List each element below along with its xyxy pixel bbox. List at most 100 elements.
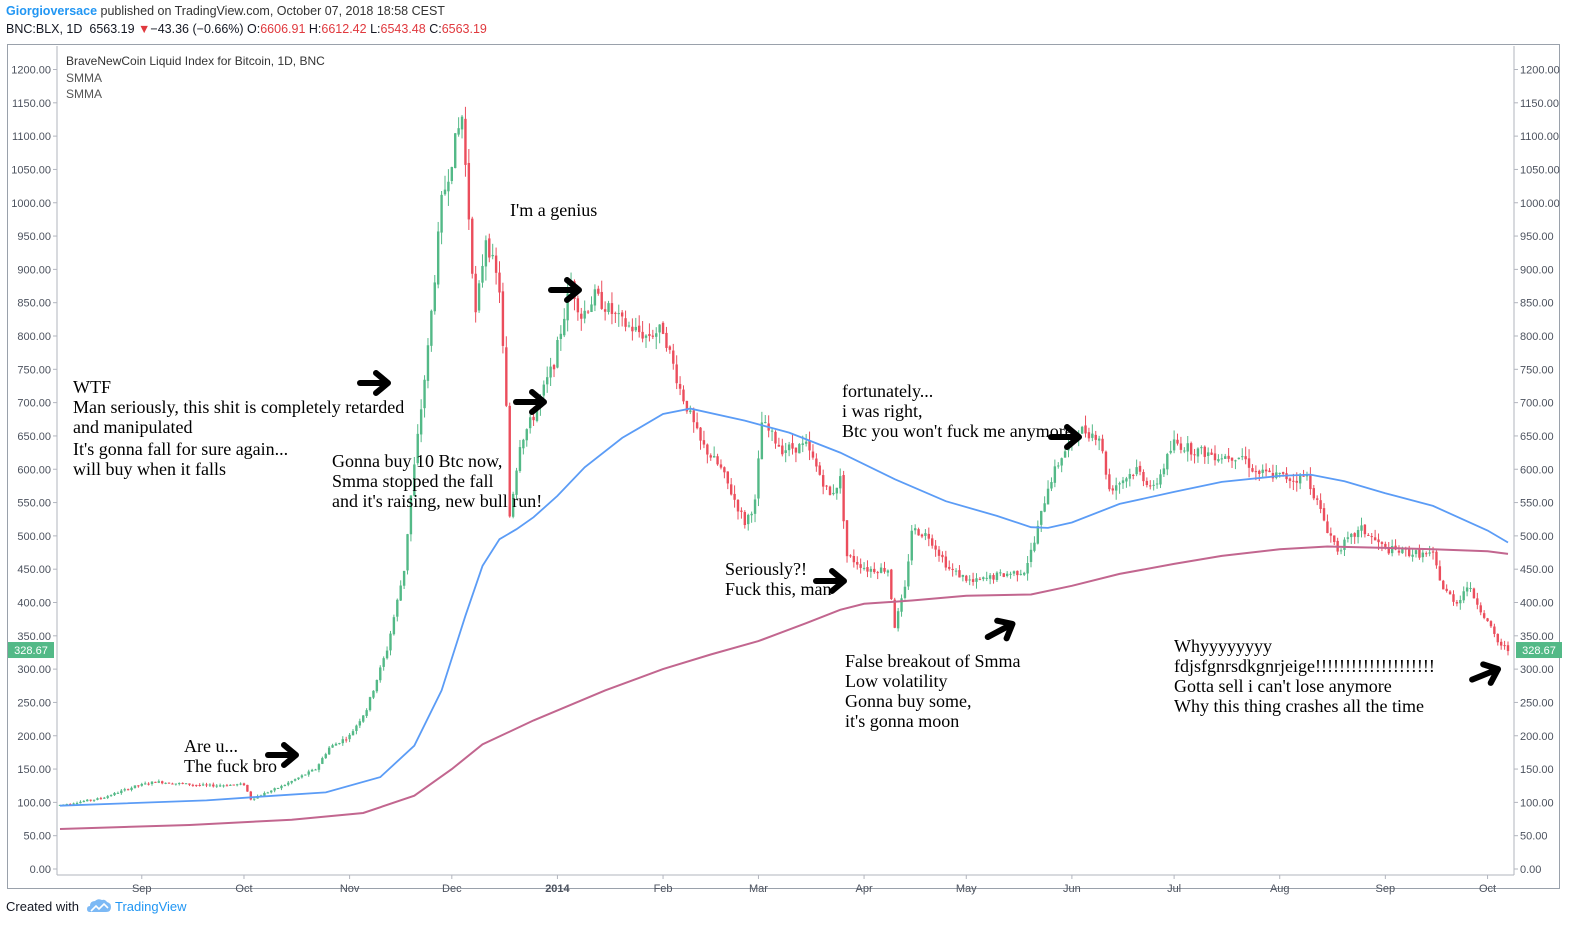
candle-body xyxy=(1333,535,1336,542)
candle-body xyxy=(1121,480,1125,484)
candle-body xyxy=(1203,446,1206,457)
y-tick-right: 200.00 xyxy=(1520,731,1554,743)
candle-body xyxy=(1414,550,1418,555)
candle-body xyxy=(1288,478,1292,481)
candle-body xyxy=(120,790,123,794)
candle-body xyxy=(212,784,215,787)
y-tick-left: 250.00 xyxy=(17,697,51,709)
candle-body xyxy=(699,427,702,441)
candle-body xyxy=(494,255,498,273)
candle-body xyxy=(583,310,586,319)
candle-body xyxy=(1472,588,1476,599)
candle-body xyxy=(931,538,934,546)
candle-body xyxy=(757,458,760,499)
y-tick-right: 1050.00 xyxy=(1520,164,1560,176)
candle-body xyxy=(1142,471,1145,482)
y-tick-right: 750.00 xyxy=(1520,364,1554,376)
candle-body xyxy=(317,764,321,770)
candle-body xyxy=(842,475,845,522)
candle-body xyxy=(624,318,627,327)
candle-body xyxy=(675,364,678,384)
x-tick-label: May xyxy=(956,883,977,895)
candle-body xyxy=(1149,485,1152,487)
candle-body xyxy=(1091,433,1094,438)
candle-body xyxy=(433,282,436,312)
tradingview-brand-link[interactable]: TradingView xyxy=(115,899,187,914)
candle-body xyxy=(982,577,985,580)
y-tick-right: 250.00 xyxy=(1520,697,1554,709)
candle-body xyxy=(96,798,99,800)
candle-body xyxy=(1486,618,1489,622)
candle-body xyxy=(488,238,491,258)
candle-body xyxy=(685,400,689,412)
candle-body xyxy=(379,667,382,681)
candle-body xyxy=(784,450,787,453)
low-label: L: xyxy=(370,22,381,36)
candle-body xyxy=(143,783,147,785)
candle-body xyxy=(552,365,556,370)
close-label: C: xyxy=(429,22,442,36)
y-tick-left: 450.00 xyxy=(17,564,51,576)
y-tick-right: 800.00 xyxy=(1520,331,1554,343)
candle-body xyxy=(682,389,685,402)
candle-body xyxy=(706,444,709,455)
candle-body xyxy=(1200,447,1203,449)
y-tick-right: 550.00 xyxy=(1520,498,1554,510)
legend-smma-2[interactable]: SMMA xyxy=(66,87,102,101)
candle-body xyxy=(334,743,338,746)
y-tick-right: 450.00 xyxy=(1520,564,1554,576)
candle-body xyxy=(1234,460,1237,462)
candle-body xyxy=(1016,570,1019,576)
candle-body xyxy=(300,775,304,778)
tradingview-cloud-icon[interactable] xyxy=(87,898,111,914)
axes: 0.00 0.00 50.00 50.00 100.00 100.00 150.00 150.… xyxy=(11,46,1560,895)
candle-body xyxy=(344,739,348,741)
author-link[interactable]: Giorgioversace xyxy=(6,4,98,18)
candle-body xyxy=(1377,539,1380,543)
x-tick-label: Nov xyxy=(340,883,360,895)
candle-body xyxy=(542,384,546,396)
y-tick-right: 50.00 xyxy=(1520,831,1548,843)
candle-body xyxy=(235,784,239,786)
candle-body xyxy=(304,774,307,776)
candle-body xyxy=(1196,448,1200,457)
legend-smma-1[interactable]: SMMA xyxy=(66,70,102,85)
candle-body xyxy=(1309,474,1312,490)
candle-body xyxy=(1343,539,1346,550)
candle-body xyxy=(362,715,365,722)
candle-body xyxy=(1387,547,1390,554)
candle-body xyxy=(716,456,719,465)
candle-body xyxy=(566,293,569,321)
candle-body xyxy=(1489,621,1493,627)
candle-body xyxy=(1033,542,1036,551)
y-tick-right: 1150.00 xyxy=(1520,98,1559,110)
candle-body xyxy=(760,422,764,460)
candle-body xyxy=(1244,456,1247,460)
candle-body xyxy=(992,575,995,580)
candle-body xyxy=(280,785,283,789)
candle-body xyxy=(1418,549,1421,558)
candle-body xyxy=(856,561,859,565)
y-tick-left: 350.00 xyxy=(17,631,51,643)
candle-body xyxy=(1298,474,1302,484)
close-value: 6563.19 xyxy=(441,22,487,36)
candle-body xyxy=(610,303,614,314)
candle-body xyxy=(886,570,890,573)
candle-body xyxy=(777,444,781,447)
low-value: 6543.48 xyxy=(380,22,426,36)
candle-body xyxy=(1179,443,1183,450)
candle-body xyxy=(873,568,876,573)
candle-body xyxy=(505,347,508,406)
candle-body xyxy=(631,326,634,332)
y-tick-right: 700.00 xyxy=(1520,398,1554,410)
candle-body xyxy=(358,721,362,726)
candle-body xyxy=(1496,633,1499,643)
y-tick-right: 500.00 xyxy=(1520,531,1554,543)
y-tick-right: 0.00 xyxy=(1520,864,1541,876)
candle-body xyxy=(372,690,375,698)
candle-body xyxy=(423,379,426,409)
candle-body xyxy=(1114,485,1118,491)
annotation-arrow-icon xyxy=(813,568,847,594)
candle-body xyxy=(1499,641,1503,646)
